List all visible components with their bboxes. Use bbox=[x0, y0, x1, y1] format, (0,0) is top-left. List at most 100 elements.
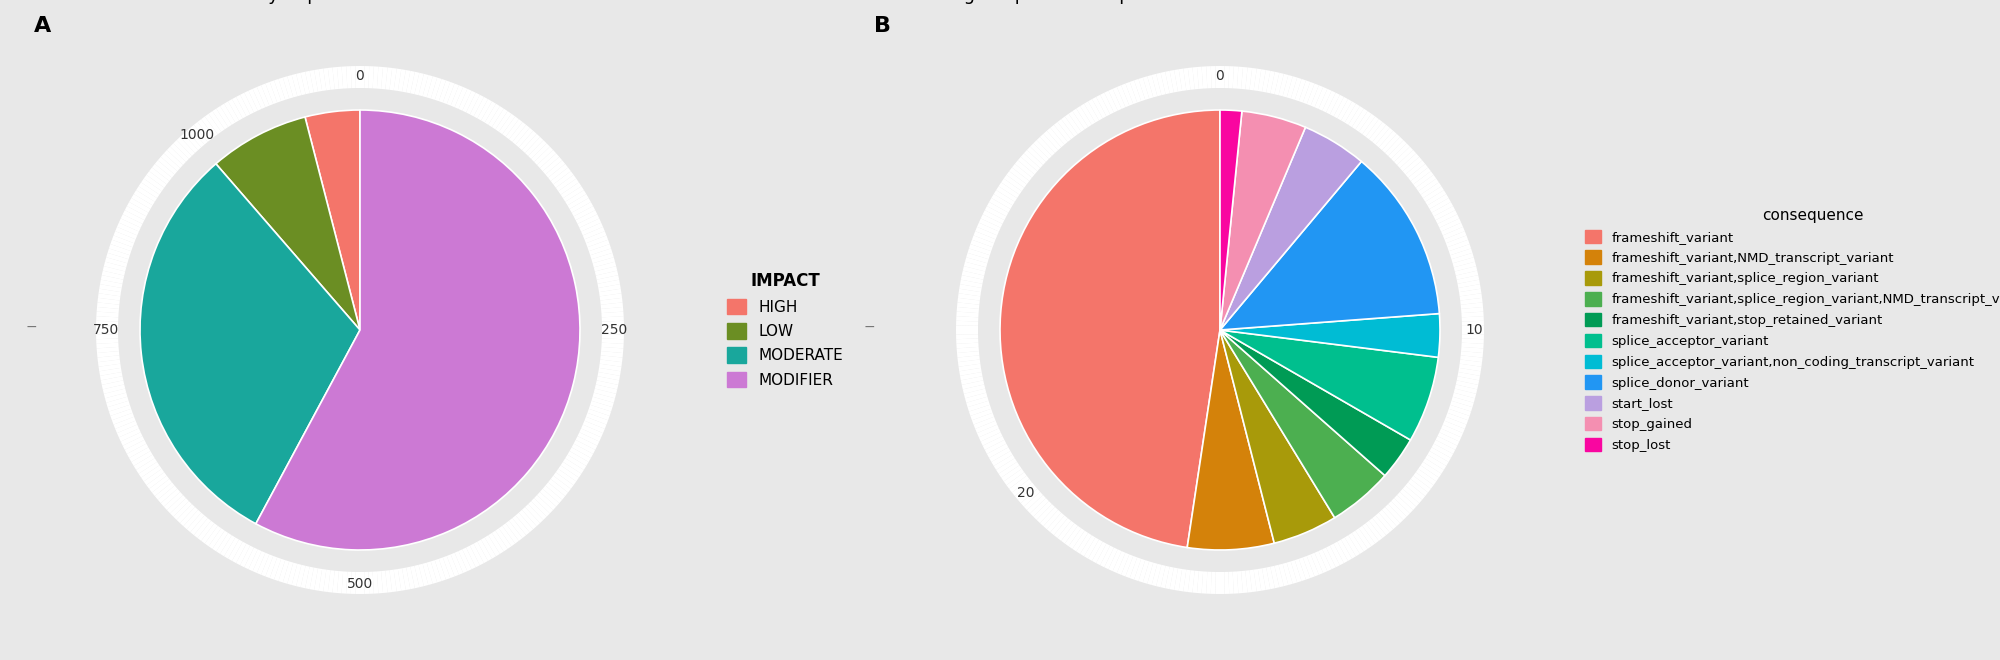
Polygon shape bbox=[454, 87, 468, 109]
Polygon shape bbox=[594, 384, 618, 394]
Polygon shape bbox=[602, 312, 624, 317]
Polygon shape bbox=[1064, 114, 1082, 134]
Polygon shape bbox=[1220, 66, 1224, 88]
Polygon shape bbox=[270, 558, 282, 579]
Polygon shape bbox=[956, 339, 978, 344]
Wedge shape bbox=[1220, 162, 1440, 330]
Polygon shape bbox=[558, 465, 578, 481]
Text: Commom variants by impact: Commom variants by impact bbox=[84, 0, 346, 5]
Polygon shape bbox=[104, 393, 128, 403]
Polygon shape bbox=[462, 548, 476, 570]
Polygon shape bbox=[1232, 572, 1238, 593]
Polygon shape bbox=[482, 537, 496, 558]
Polygon shape bbox=[986, 202, 1008, 216]
Polygon shape bbox=[1262, 568, 1270, 590]
Polygon shape bbox=[136, 186, 158, 202]
Polygon shape bbox=[1418, 465, 1438, 481]
Polygon shape bbox=[372, 572, 378, 593]
Polygon shape bbox=[418, 564, 428, 586]
Polygon shape bbox=[534, 147, 554, 165]
Polygon shape bbox=[306, 567, 314, 589]
Polygon shape bbox=[568, 194, 588, 209]
Polygon shape bbox=[368, 572, 374, 594]
Polygon shape bbox=[1310, 553, 1324, 575]
Polygon shape bbox=[1142, 562, 1154, 584]
Polygon shape bbox=[1462, 325, 1484, 330]
Polygon shape bbox=[1460, 293, 1482, 300]
Polygon shape bbox=[526, 137, 544, 156]
Polygon shape bbox=[978, 218, 1000, 232]
Polygon shape bbox=[390, 68, 396, 90]
Polygon shape bbox=[1220, 572, 1224, 594]
Polygon shape bbox=[324, 570, 330, 592]
Polygon shape bbox=[146, 473, 166, 489]
Polygon shape bbox=[1046, 513, 1064, 532]
Polygon shape bbox=[536, 150, 556, 168]
Polygon shape bbox=[186, 513, 204, 532]
Polygon shape bbox=[414, 73, 424, 95]
Polygon shape bbox=[216, 106, 232, 127]
Polygon shape bbox=[160, 153, 180, 171]
Polygon shape bbox=[1358, 114, 1376, 134]
Polygon shape bbox=[134, 455, 154, 470]
Polygon shape bbox=[582, 424, 604, 438]
Polygon shape bbox=[98, 302, 120, 309]
Polygon shape bbox=[224, 537, 238, 558]
Polygon shape bbox=[118, 428, 140, 442]
Polygon shape bbox=[1302, 82, 1314, 104]
Polygon shape bbox=[584, 231, 606, 244]
Polygon shape bbox=[1452, 253, 1474, 263]
Polygon shape bbox=[1434, 206, 1456, 220]
Polygon shape bbox=[556, 175, 576, 191]
Polygon shape bbox=[116, 424, 138, 438]
Polygon shape bbox=[1440, 218, 1462, 232]
Polygon shape bbox=[600, 288, 622, 296]
Polygon shape bbox=[1310, 85, 1324, 107]
Polygon shape bbox=[1460, 288, 1482, 296]
Polygon shape bbox=[110, 240, 132, 251]
Polygon shape bbox=[438, 558, 450, 579]
Polygon shape bbox=[106, 253, 128, 263]
Polygon shape bbox=[1386, 504, 1404, 523]
Polygon shape bbox=[1402, 157, 1422, 174]
Polygon shape bbox=[132, 194, 152, 209]
Polygon shape bbox=[566, 190, 586, 205]
Polygon shape bbox=[1460, 355, 1482, 362]
Polygon shape bbox=[1040, 134, 1058, 153]
Polygon shape bbox=[224, 102, 240, 123]
Polygon shape bbox=[512, 125, 530, 145]
Polygon shape bbox=[600, 293, 622, 300]
Polygon shape bbox=[1392, 143, 1410, 162]
Polygon shape bbox=[96, 330, 118, 335]
Polygon shape bbox=[390, 570, 396, 592]
Polygon shape bbox=[1302, 556, 1314, 578]
Polygon shape bbox=[154, 160, 174, 178]
Wedge shape bbox=[1220, 111, 1306, 330]
Polygon shape bbox=[220, 535, 236, 556]
Polygon shape bbox=[102, 266, 126, 276]
Polygon shape bbox=[478, 99, 492, 120]
Polygon shape bbox=[288, 562, 298, 585]
Polygon shape bbox=[1448, 405, 1472, 416]
Polygon shape bbox=[1290, 77, 1302, 100]
Polygon shape bbox=[562, 186, 584, 202]
Polygon shape bbox=[144, 175, 164, 191]
Polygon shape bbox=[1246, 570, 1252, 593]
Polygon shape bbox=[1348, 533, 1364, 554]
Polygon shape bbox=[104, 261, 126, 271]
Polygon shape bbox=[1440, 428, 1462, 442]
Polygon shape bbox=[166, 147, 186, 165]
Polygon shape bbox=[960, 372, 982, 380]
Polygon shape bbox=[956, 321, 978, 326]
Polygon shape bbox=[956, 325, 978, 330]
Polygon shape bbox=[1366, 521, 1382, 541]
Polygon shape bbox=[256, 85, 270, 107]
Polygon shape bbox=[1430, 198, 1450, 213]
Polygon shape bbox=[982, 436, 1004, 450]
Polygon shape bbox=[594, 389, 616, 399]
Polygon shape bbox=[466, 92, 480, 114]
Polygon shape bbox=[602, 316, 624, 321]
Polygon shape bbox=[522, 134, 540, 153]
Polygon shape bbox=[394, 569, 402, 591]
Polygon shape bbox=[1460, 351, 1482, 358]
